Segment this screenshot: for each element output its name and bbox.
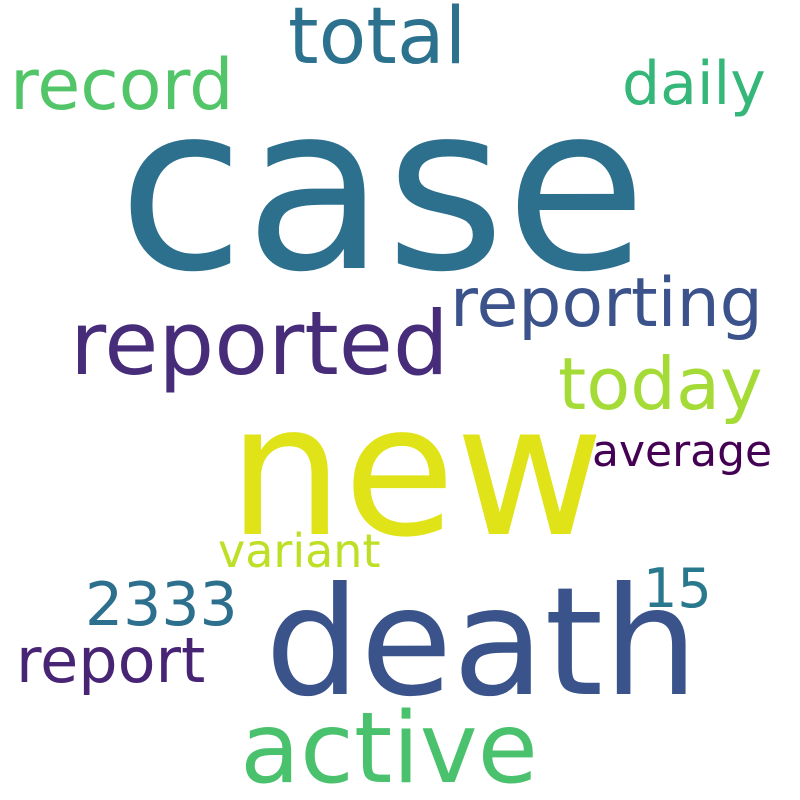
word-reporting: reporting <box>450 264 763 343</box>
word-total: total <box>288 0 467 82</box>
word-active: active <box>240 692 538 800</box>
word-today: today <box>558 342 763 426</box>
word-variant: variant <box>218 524 381 578</box>
word-death: death <box>265 556 699 730</box>
word-15: 15 <box>643 557 712 620</box>
word-case: case <box>118 56 647 323</box>
word-report: report <box>16 624 206 697</box>
word-reported: reported <box>70 292 449 395</box>
word-new: new <box>228 365 605 577</box>
word-daily: daily <box>622 49 766 119</box>
word-average: average <box>592 426 773 477</box>
word-2333: 2333 <box>85 570 238 640</box>
word-record: record <box>10 44 234 126</box>
